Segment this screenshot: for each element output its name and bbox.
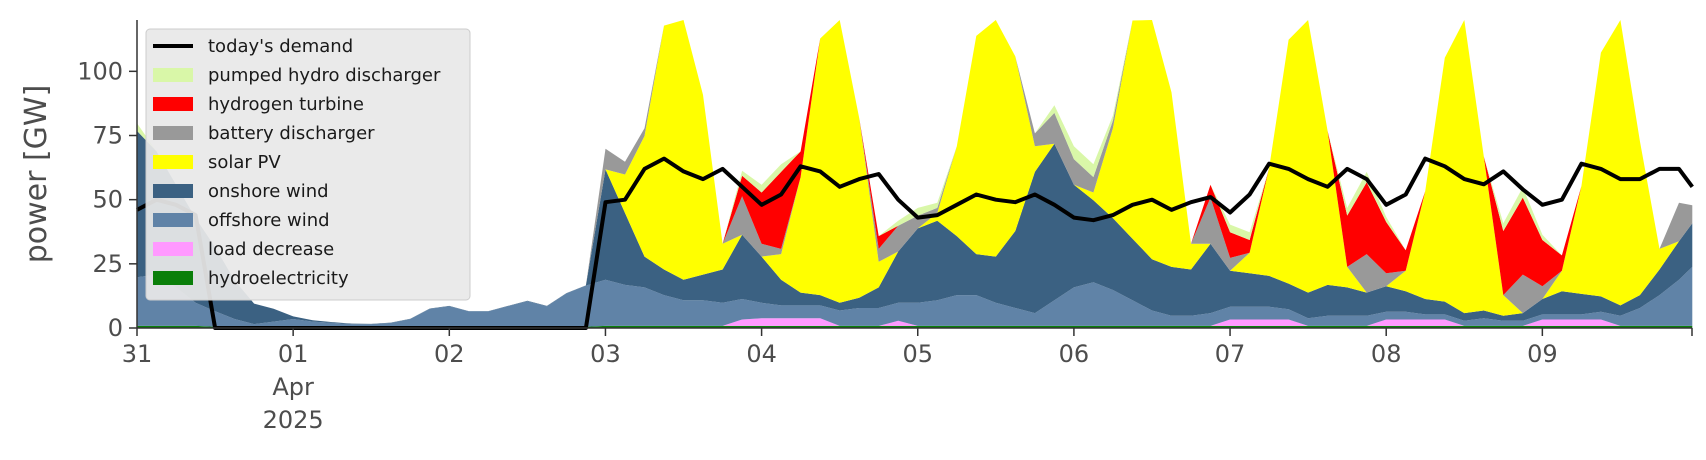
x-tick-label: 01 bbox=[278, 340, 309, 368]
legend-label-offshore-wind: offshore wind bbox=[208, 210, 330, 231]
area-offshore-wind bbox=[137, 266, 1693, 327]
x-tick-label: 08 bbox=[1371, 340, 1402, 368]
x-tick-label: 05 bbox=[902, 340, 933, 368]
legend-label-onshore-wind: onshore wind bbox=[208, 181, 329, 202]
legend-label-load-decrease: load decrease bbox=[208, 239, 334, 260]
area-solar-pv bbox=[137, 20, 1693, 324]
x-tick-label: 03 bbox=[590, 340, 621, 368]
legend-swatch-hydrogen-turbine bbox=[153, 97, 193, 111]
x-tick-label: 02 bbox=[434, 340, 465, 368]
y-tick-label: 75 bbox=[92, 122, 123, 150]
y-tick-label: 0 bbox=[108, 314, 123, 342]
legend-swatch-pumped-hydro-discharger bbox=[153, 68, 193, 82]
legend-label-pumped-hydro-discharger: pumped hydro discharger bbox=[208, 65, 441, 86]
y-tick-label: 50 bbox=[92, 186, 123, 214]
y-axis-label: power [GW] bbox=[19, 85, 54, 264]
x-tick-label: 31 bbox=[122, 340, 153, 368]
legend-label-today-s-demand: today's demand bbox=[208, 36, 353, 57]
area-load-decrease bbox=[137, 318, 1693, 327]
x-tick-sublabel: Apr bbox=[272, 373, 314, 401]
x-tick-label: 04 bbox=[746, 340, 777, 368]
legend-box bbox=[145, 28, 471, 301]
area-onshore-wind bbox=[137, 130, 1693, 325]
y-tick-label: 100 bbox=[77, 57, 123, 85]
x-tick-sublabel: 2025 bbox=[263, 406, 324, 434]
legend-label-solar-pv: solar PV bbox=[208, 152, 281, 173]
legend-swatch-offshore-wind bbox=[153, 213, 193, 227]
legend-swatch-load-decrease bbox=[153, 242, 193, 256]
legend: today's demand pumped hydro discharger hyd… bbox=[145, 28, 471, 301]
axes: 0 25 50 75 100 31 01 Apr 2025 02 03 04 05 06 07 08 09 bbox=[77, 20, 1693, 434]
legend-label-battery-discharger: battery discharger bbox=[208, 123, 375, 144]
x-tick-label: 07 bbox=[1215, 340, 1246, 368]
x-tick-label: 09 bbox=[1527, 340, 1558, 368]
legend-swatch-battery-discharger bbox=[153, 126, 193, 140]
y-tick-label: 25 bbox=[92, 250, 123, 278]
legend-label-hydrogen-turbine: hydrogen turbine bbox=[208, 94, 364, 115]
area-battery-discharger bbox=[137, 20, 1693, 324]
x-tick-label: 06 bbox=[1059, 340, 1090, 368]
legend-swatch-onshore-wind bbox=[153, 184, 193, 198]
legend-swatch-hydroelectricity bbox=[153, 271, 193, 285]
legend-swatch-solar-pv bbox=[153, 155, 193, 169]
legend-label-hydroelectricity: hydroelectricity bbox=[208, 268, 349, 289]
